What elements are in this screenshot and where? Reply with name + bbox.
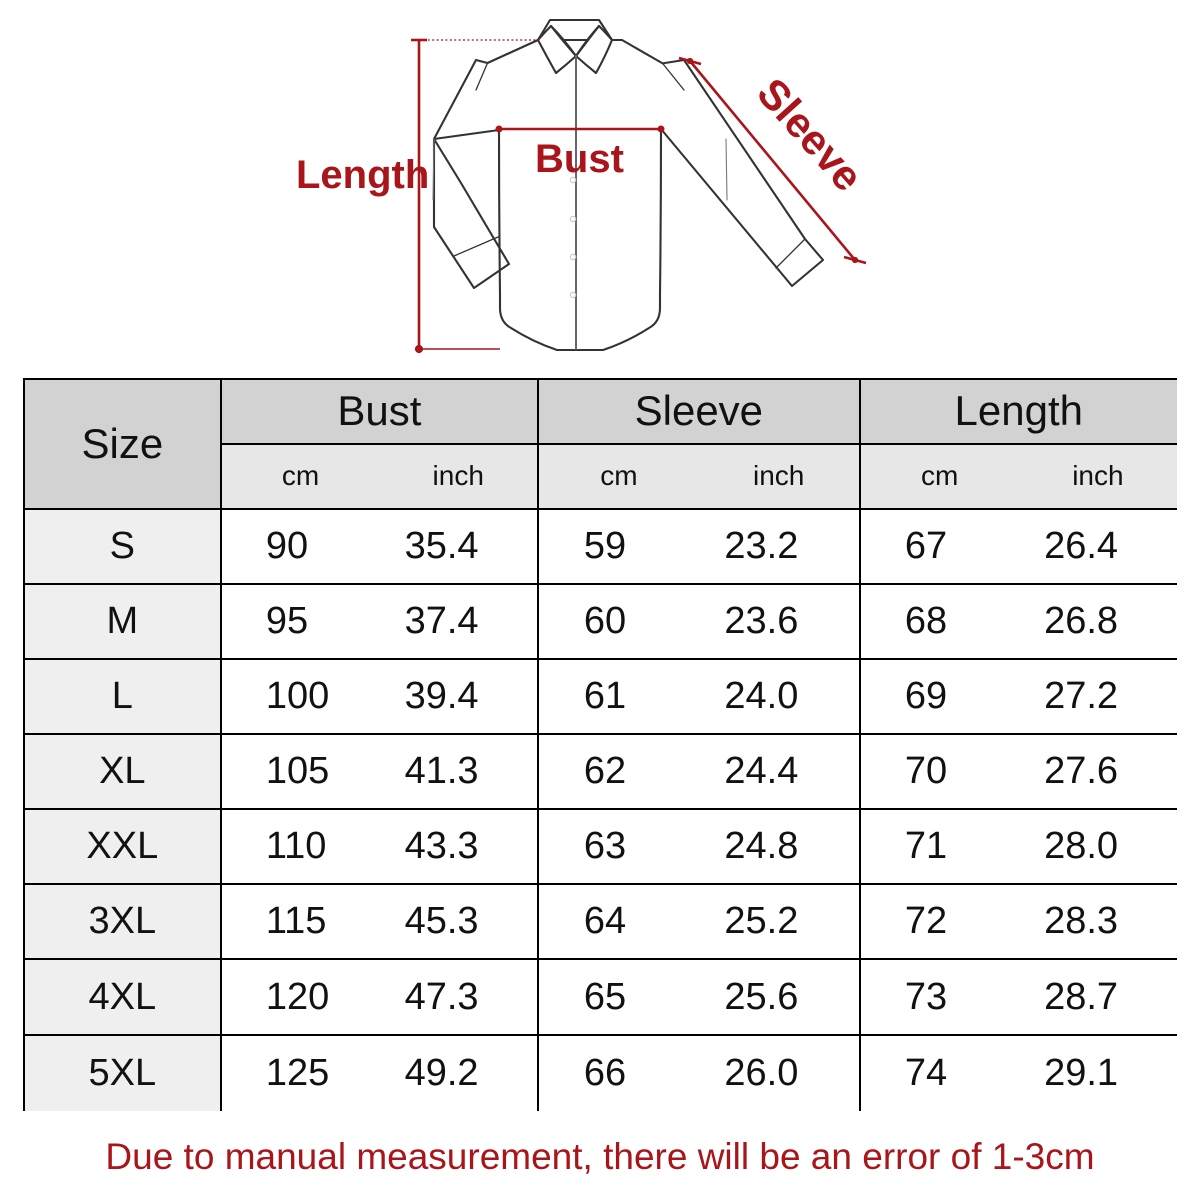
svg-text:Length: Length bbox=[296, 153, 429, 197]
svg-text:Bust: Bust bbox=[535, 137, 624, 181]
svg-text:Sleeve: Sleeve bbox=[748, 69, 872, 200]
